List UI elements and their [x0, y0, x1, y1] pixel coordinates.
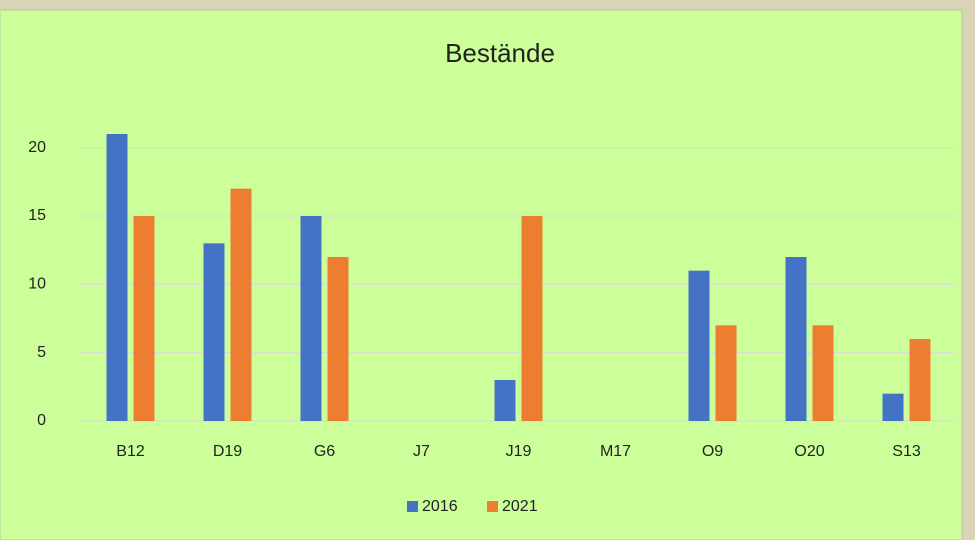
legend-label: 2016: [422, 498, 458, 515]
x-tick-label: S13: [892, 443, 921, 460]
x-tick-label: M17: [600, 443, 631, 460]
bar: [134, 216, 155, 421]
x-tick-label: O20: [794, 443, 824, 460]
legend-swatch: [487, 501, 498, 512]
bar: [910, 339, 931, 421]
bar: [204, 243, 225, 421]
bar: [231, 189, 252, 421]
chart-title: Bestände: [445, 38, 555, 68]
chart: Bestände 0 5 10 15 20 B12 D19 G6 J7 J19 M17 O9 O20 S1…: [0, 0, 975, 540]
y-tick-label: 15: [28, 207, 46, 224]
x-tick-label: J7: [413, 443, 430, 460]
bar: [328, 257, 349, 421]
bar: [883, 394, 904, 421]
y-tick-label: 10: [28, 276, 46, 293]
x-tick-label: B12: [116, 443, 145, 460]
legend-label: 2021: [502, 498, 538, 515]
x-tick-label: O9: [702, 443, 723, 460]
legend-swatch: [407, 501, 418, 512]
bar: [716, 325, 737, 421]
bar: [689, 271, 710, 421]
x-tick-label: G6: [314, 443, 335, 460]
bar: [495, 380, 516, 421]
bar: [813, 325, 834, 421]
x-tick-label: D19: [213, 443, 242, 460]
y-tick-label: 0: [37, 412, 46, 429]
page: {"chart_data": {"type": "bar", "title": …: [0, 0, 975, 545]
bar: [786, 257, 807, 421]
bar: [301, 216, 322, 421]
bar: [107, 134, 128, 421]
x-tick-label: J19: [506, 443, 532, 460]
y-tick-label: 20: [28, 139, 46, 156]
y-tick-label: 5: [37, 344, 46, 361]
bar: [522, 216, 543, 421]
